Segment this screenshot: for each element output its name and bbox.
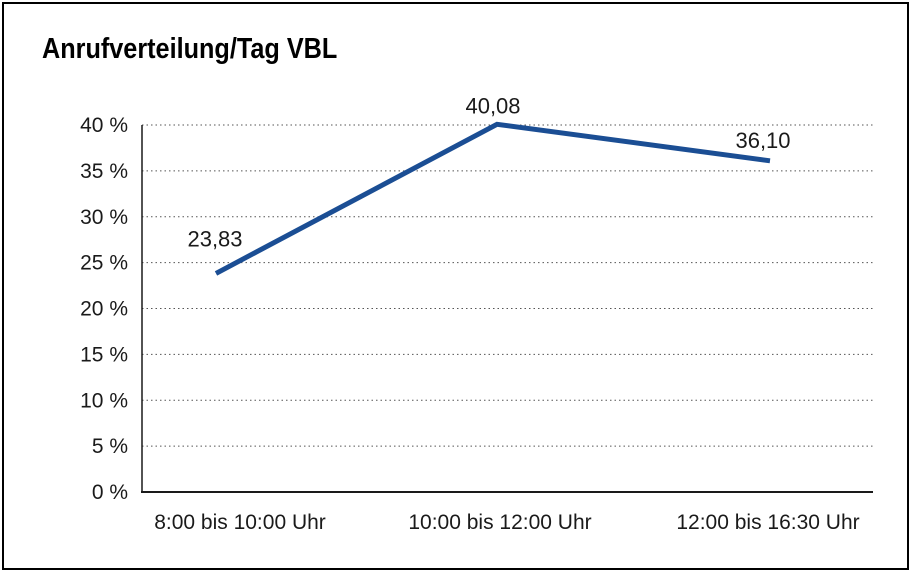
x-category-label: 10:00 bis 12:00 Uhr [408, 511, 591, 534]
y-tick-label: 40 % [80, 114, 128, 137]
data-point-label: 40,08 [465, 93, 520, 118]
x-category-label: 8:00 bis 10:00 Uhr [154, 511, 326, 534]
y-tick-label: 20 % [80, 298, 128, 321]
chart-frame: Anrufverteilung/Tag VBL [2, 2, 909, 570]
data-point-label: 36,10 [735, 128, 790, 153]
y-tick-label: 0 % [92, 481, 128, 504]
data-line [214, 121, 771, 276]
y-tick-label: 5 % [92, 435, 128, 458]
y-tick-label: 30 % [80, 206, 128, 229]
y-tick-label: 35 % [80, 160, 128, 183]
y-tick-label: 25 % [80, 252, 128, 275]
chart-title: Anrufverteilung/Tag VBL [42, 33, 338, 65]
data-point-label: 23,83 [187, 226, 242, 251]
y-tick-label: 15 % [80, 343, 128, 366]
y-tick-label: 10 % [80, 389, 128, 412]
x-category-label: 12:00 bis 16:30 Uhr [676, 511, 859, 534]
